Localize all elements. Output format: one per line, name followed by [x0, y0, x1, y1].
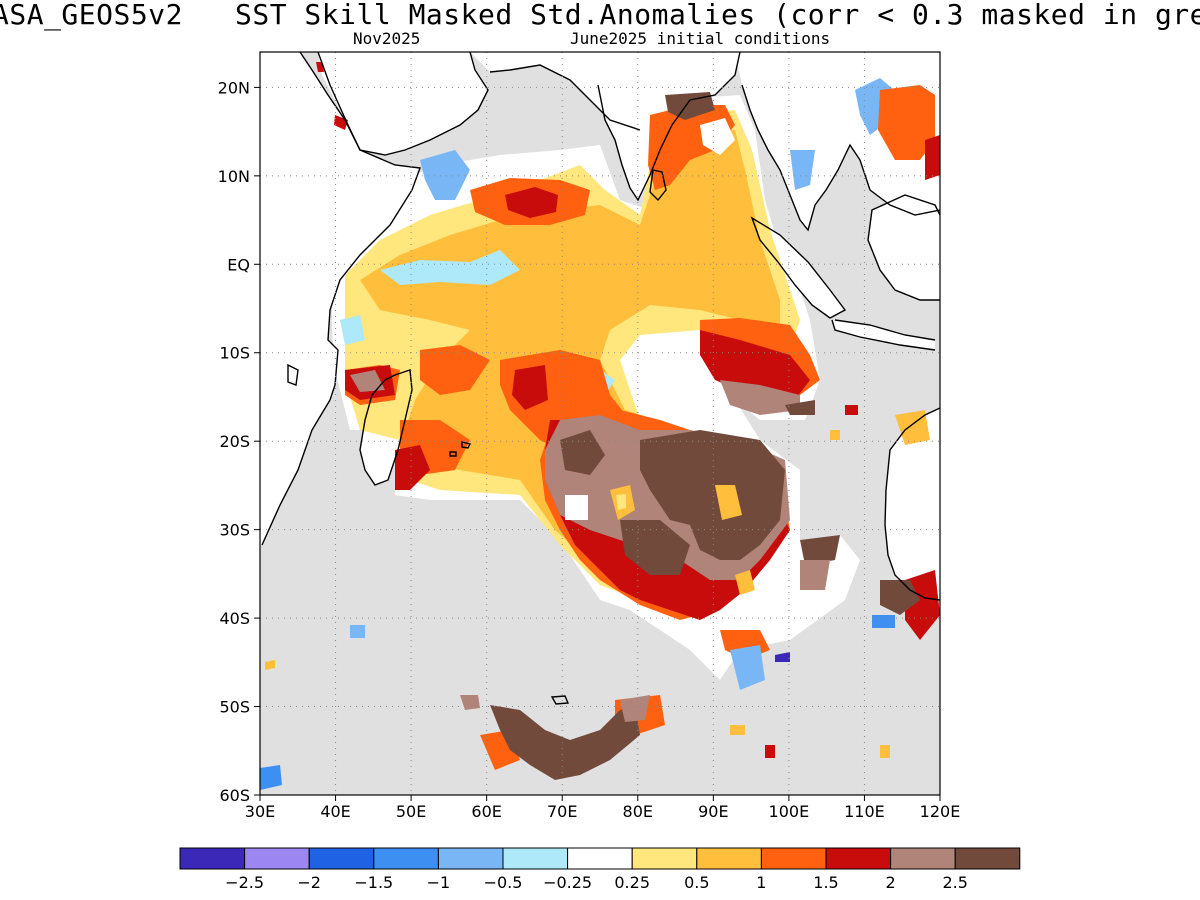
- colorbar-swatch: [373, 847, 439, 870]
- coastlines: [261, 52, 940, 705]
- colorbar-label: 0.5: [684, 873, 709, 892]
- colorbar-label: 2.5: [942, 873, 967, 892]
- colorbar-label: 2: [886, 873, 896, 892]
- colorbar: −2.5 −2 −1.5 −1 −0.5 −0.25 0.25 0.5 1 1.5 2 2.5: [179, 847, 1021, 892]
- x-tick-label: 60E: [471, 802, 501, 821]
- x-tick-label: 70E: [547, 802, 577, 821]
- map-plot-area: [260, 52, 940, 795]
- y-tick-label: 40S: [219, 609, 250, 628]
- y-tick-label: 10N: [218, 167, 250, 186]
- colorbar-swatch: [696, 847, 762, 870]
- axis-ticks: 30E 40E 50E 60E 70E 80E 90E 100E 110E 120E 20N 10N E…: [218, 78, 961, 821]
- colorbar-label: −1.5: [354, 873, 393, 892]
- colorbar-label: −2.5: [225, 873, 264, 892]
- colorbar-swatch: [502, 847, 569, 870]
- colorbar-label: −1: [427, 873, 451, 892]
- colorbar-swatch: [954, 847, 1021, 870]
- y-tick-label: 10S: [219, 344, 250, 363]
- colorbar-swatch: [760, 847, 827, 870]
- colorbar-swatch: [631, 847, 698, 870]
- y-tick-label: 30S: [219, 521, 250, 540]
- forecast-month-label: Nov2025: [353, 29, 421, 48]
- colorbar-swatch: [308, 847, 375, 870]
- colorbar-label: −0.5: [484, 873, 523, 892]
- y-tick-label: 60S: [219, 786, 250, 805]
- y-tick-label: 20S: [219, 432, 250, 451]
- colorbar-swatch: [179, 847, 246, 870]
- colorbar-label: −0.25: [543, 873, 592, 892]
- x-tick-label: 80E: [623, 802, 653, 821]
- x-tick-label: 40E: [320, 802, 350, 821]
- anomaly-field: [260, 62, 940, 790]
- colorbar-label: 0.25: [614, 873, 650, 892]
- colorbar-swatch: [437, 847, 504, 870]
- colorbar-label: 1.5: [813, 873, 838, 892]
- x-tick-label: 110E: [844, 802, 885, 821]
- y-tick-label: 20N: [218, 78, 250, 97]
- map-frame: [259, 51, 941, 796]
- x-tick-label: 120E: [920, 802, 961, 821]
- colorbar-swatch: [890, 847, 956, 870]
- x-tick-label: 30E: [245, 802, 275, 821]
- colorbar-label: −2: [297, 873, 321, 892]
- init-conditions-label: June2025 initial conditions: [570, 29, 831, 48]
- x-tick-label: 50E: [396, 802, 426, 821]
- colorbar-swatch: [244, 847, 310, 870]
- x-tick-label: 100E: [769, 802, 810, 821]
- colorbar-swatch: [567, 847, 633, 870]
- page-title: ASA_GEOS5v2 SST Skill Masked Std.Anomali…: [0, 0, 1200, 31]
- colorbar-swatch: [825, 847, 892, 870]
- y-tick-label: EQ: [227, 255, 250, 274]
- y-tick-label: 50S: [219, 698, 250, 717]
- x-tick-label: 90E: [698, 802, 728, 821]
- colorbar-label: 1: [756, 873, 766, 892]
